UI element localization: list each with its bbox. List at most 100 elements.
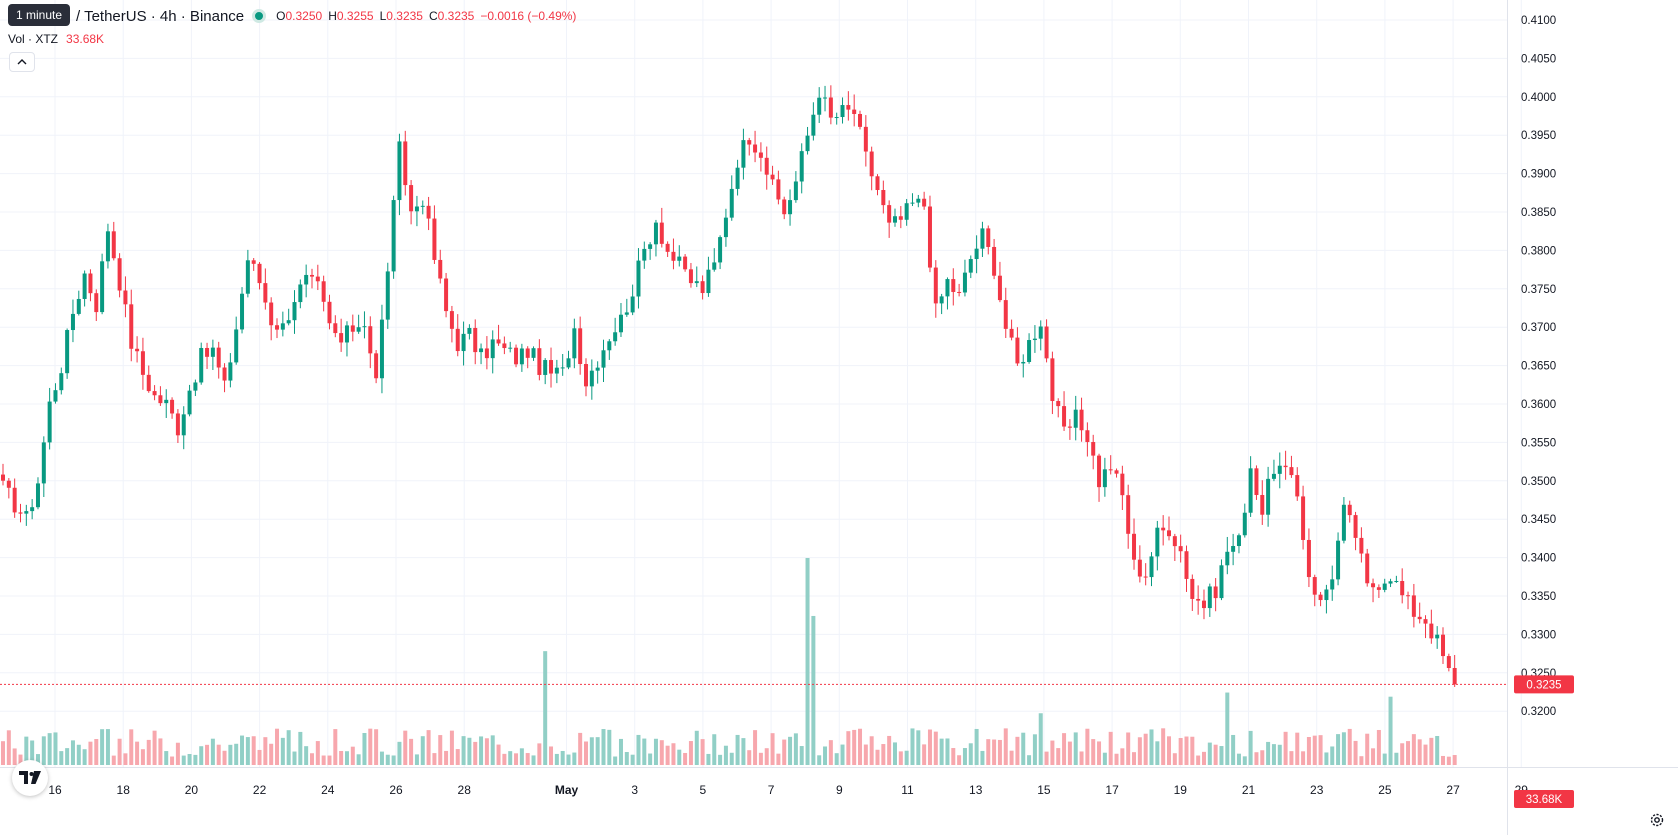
candle-body <box>1032 338 1037 341</box>
volume-bar <box>1446 756 1451 765</box>
candle-body <box>1365 553 1370 584</box>
candle-body <box>175 413 180 436</box>
volume-bar <box>706 753 711 765</box>
volume-bar <box>426 730 431 765</box>
candle-body <box>869 151 874 177</box>
volume-bar <box>525 753 530 765</box>
candle-body <box>1446 656 1451 669</box>
volume-bar <box>618 738 623 765</box>
volume-bar <box>986 739 991 765</box>
price-tick-label: 0.3200 <box>1521 706 1556 718</box>
candle-body <box>333 323 338 334</box>
candle-body <box>1085 430 1090 443</box>
candle-body <box>228 362 233 381</box>
volume-bar <box>805 558 810 765</box>
tradingview-logo[interactable] <box>12 760 48 796</box>
candle-body <box>1429 623 1434 639</box>
candle-body <box>59 373 64 391</box>
candle-body <box>135 348 140 352</box>
volume-bar <box>1015 736 1020 765</box>
gear-icon <box>1650 813 1664 827</box>
candle-body <box>1161 527 1166 531</box>
volume-bar <box>1167 736 1171 765</box>
volume-bar <box>41 736 46 765</box>
candle-body <box>572 328 577 359</box>
candle-body <box>753 144 758 153</box>
volume-bar <box>514 753 519 765</box>
volume-bar <box>1347 728 1352 765</box>
price-tick-label: 0.4100 <box>1521 15 1556 27</box>
candle-body <box>1062 406 1067 427</box>
volume-bar <box>257 749 262 765</box>
candle-body <box>945 279 950 297</box>
volume-bar <box>1184 736 1189 765</box>
candle-body <box>916 198 921 203</box>
price-tick-label: 0.3500 <box>1521 476 1556 488</box>
candle-body <box>514 347 519 365</box>
candle-body <box>677 256 682 261</box>
candle-body <box>665 243 670 252</box>
volume-bar <box>1021 732 1026 765</box>
candle-body <box>432 218 437 260</box>
volume-bar <box>496 744 501 765</box>
candle-body <box>152 391 157 396</box>
candle-body <box>403 141 408 186</box>
volume-bar <box>333 729 338 765</box>
volume-bar <box>584 741 588 765</box>
volume-bar <box>1435 736 1440 765</box>
candle-body <box>770 174 775 180</box>
candle-body <box>904 203 909 220</box>
volume-bar <box>444 750 449 765</box>
candle-body <box>1400 581 1405 596</box>
candle-body <box>986 228 991 247</box>
volume-bar <box>263 737 268 765</box>
candle-body <box>1167 530 1171 537</box>
volume-bar <box>1062 733 1067 765</box>
candle-body <box>1301 496 1306 540</box>
volume-bar <box>729 752 734 765</box>
volume-bar <box>671 743 676 765</box>
volume-bar <box>135 741 140 765</box>
candle-body <box>1044 326 1049 359</box>
symbol-title[interactable]: / TetherUS · 4h · Binance <box>76 7 245 25</box>
candle-body <box>1371 583 1376 588</box>
candle-body <box>1248 468 1253 513</box>
candle-body <box>811 114 816 136</box>
candle-body <box>863 126 868 152</box>
candle-body <box>1382 583 1387 590</box>
candle-body <box>607 341 612 351</box>
volume-bar <box>140 749 145 765</box>
chart-settings-button[interactable] <box>1646 809 1668 831</box>
volume-bar <box>910 728 915 765</box>
volume-bar <box>1196 755 1201 765</box>
candle-body <box>426 205 431 219</box>
market-status-icon[interactable] <box>252 9 267 23</box>
candle-body <box>18 512 23 514</box>
symbol-legend: / TetherUS · 4h · Binance O0.3250 H0.325… <box>8 6 576 26</box>
candle-body <box>47 401 52 443</box>
volume-bar <box>653 738 658 765</box>
candle-body <box>1108 469 1113 471</box>
time-axis[interactable]: 16182022242628May35791113151719212325272… <box>0 767 1678 798</box>
time-tick-label: 23 <box>1310 783 1324 797</box>
price-axis[interactable]: 0.4100 0.4050 0.4000 0.3950 0.3900 0.3850 0.38… <box>1521 15 1556 718</box>
time-tick-label: 26 <box>389 783 403 797</box>
volume-legend[interactable]: Vol · XTZ 33.68K <box>8 32 104 46</box>
candle-body <box>618 314 623 333</box>
candle-body <box>642 248 647 261</box>
candle-body <box>234 329 239 363</box>
volume-bar <box>502 753 507 765</box>
candle-body <box>362 326 367 328</box>
collapse-legend-button[interactable] <box>9 52 35 72</box>
volume-bar <box>1388 696 1393 765</box>
time-tick-label: 17 <box>1105 783 1119 797</box>
time-tick-label: 16 <box>48 783 62 797</box>
volume-bar <box>776 753 781 765</box>
volume-bar <box>904 750 909 765</box>
volume-bar <box>1417 739 1422 765</box>
candle-body <box>1027 340 1032 362</box>
candle-body <box>1254 468 1259 496</box>
candle-body <box>1266 478 1271 515</box>
time-tick-label: 13 <box>969 783 983 797</box>
